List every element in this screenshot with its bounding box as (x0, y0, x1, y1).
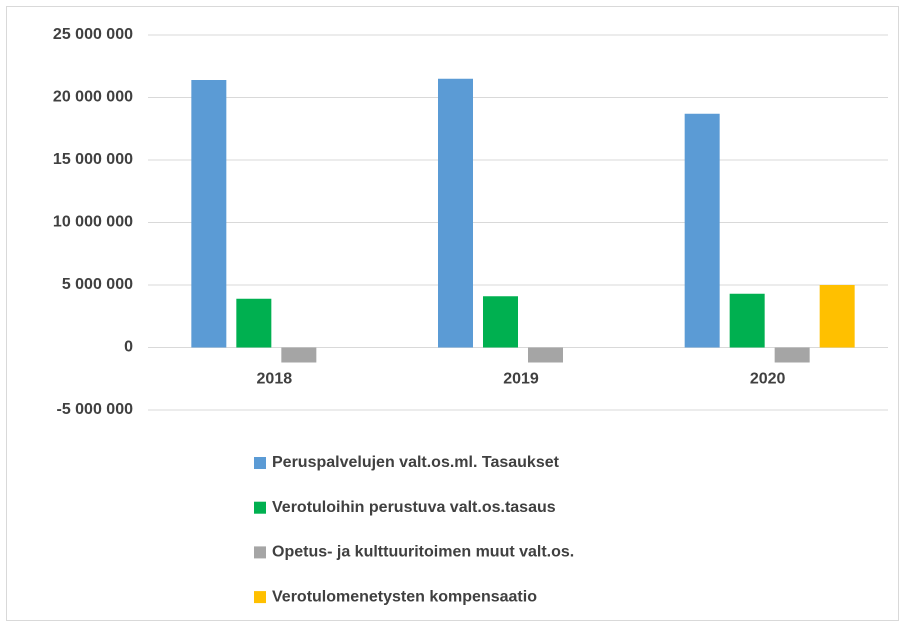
bar (528, 347, 563, 363)
x-tick-label: 2019 (503, 371, 539, 388)
bar (191, 80, 227, 348)
x-tick-label: 2020 (750, 371, 786, 388)
bar (819, 285, 855, 348)
y-tick-label: -5 000 000 (56, 401, 133, 418)
x-tick-label: 2018 (257, 371, 293, 388)
bar (483, 296, 518, 348)
legend-label: Verotuloihin perustuva valt.os.tasaus (272, 499, 556, 516)
bar (281, 347, 317, 363)
legend-label: Peruspalvelujen valt.os.ml. Tasaukset (272, 454, 560, 471)
y-tick-label: 15 000 000 (53, 151, 133, 168)
legend-swatch (254, 457, 266, 469)
legend-swatch (254, 546, 266, 559)
legend-swatch (254, 501, 266, 514)
legend-swatch (254, 591, 266, 604)
legend-label: Opetus- ja kulttuuritoimen muut valt.os. (272, 544, 574, 561)
y-tick-label: 10 000 000 (53, 214, 133, 231)
y-tick-label: 25 000 000 (53, 26, 133, 43)
bar (774, 347, 810, 363)
bar (438, 78, 473, 348)
bar (684, 113, 720, 348)
y-tick-label: 20 000 000 (53, 89, 133, 106)
bar (729, 293, 765, 348)
bar (236, 298, 272, 348)
y-tick-label: 0 (124, 339, 133, 356)
y-tick-label: 5 000 000 (62, 276, 133, 293)
legend-label: Verotulomenetysten kompensaatio (272, 588, 537, 605)
